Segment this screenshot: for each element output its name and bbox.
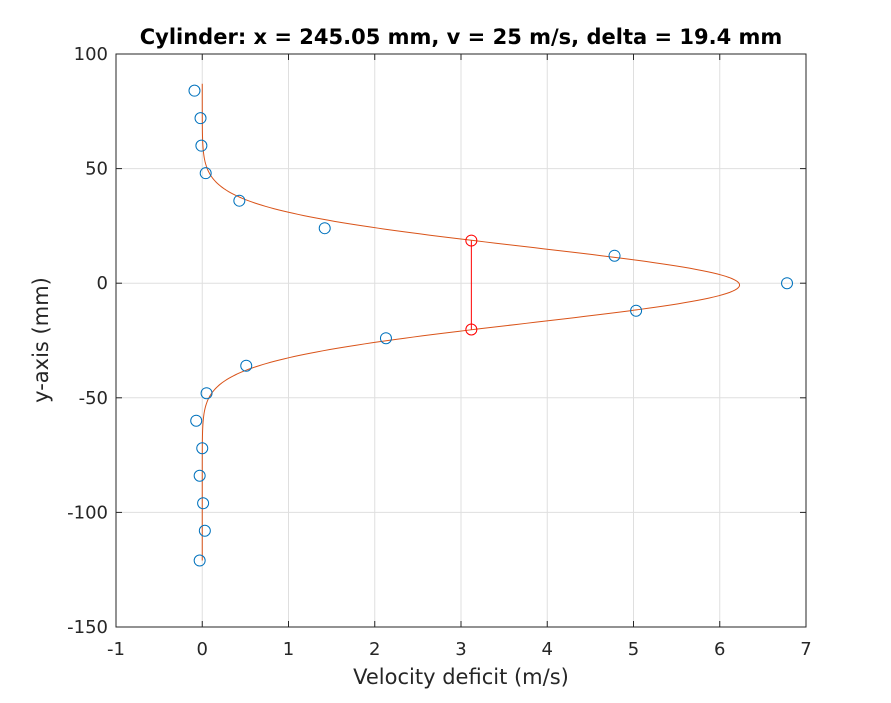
data-point xyxy=(193,469,206,482)
x-axis-label: Velocity deficit (m/s) xyxy=(353,665,569,689)
y-tick-label: -50 xyxy=(79,388,108,409)
tick-layer xyxy=(115,53,807,628)
width-layer xyxy=(465,234,478,336)
data-point xyxy=(240,359,253,372)
y-tick-label: 100 xyxy=(74,44,108,65)
data-point xyxy=(196,442,209,455)
data-point xyxy=(233,194,246,207)
x-tick-label: 5 xyxy=(628,639,639,660)
x-tick-label: 1 xyxy=(283,639,294,660)
y-tick-label: -100 xyxy=(67,502,108,523)
y-axis-label: y-axis (mm) xyxy=(29,277,53,403)
y-tick-label: 50 xyxy=(85,159,108,180)
data-point xyxy=(195,139,208,152)
y-tick-labels: -150 -100 -50 0 50 100 xyxy=(67,44,108,638)
x-tick-labels: -1 0 1 2 3 4 5 6 7 xyxy=(107,639,812,660)
grid xyxy=(116,54,806,627)
data-point xyxy=(190,414,203,427)
data-point xyxy=(188,84,201,97)
y-tick-label: 0 xyxy=(97,273,108,294)
data-point xyxy=(781,277,794,290)
x-tick-label: -1 xyxy=(107,639,125,660)
data-point xyxy=(200,387,213,400)
x-tick-label: 0 xyxy=(197,639,208,660)
x-tick-label: 3 xyxy=(455,639,466,660)
marker-layer xyxy=(188,84,794,567)
data-point xyxy=(630,304,643,317)
x-tick-label: 4 xyxy=(542,639,553,660)
width-marker-point xyxy=(465,234,478,247)
x-tick-label: 7 xyxy=(800,639,811,660)
data-point xyxy=(194,112,207,125)
y-tick-label: -150 xyxy=(67,617,108,638)
data-point xyxy=(379,332,392,345)
data-point xyxy=(197,497,210,510)
data-point xyxy=(199,167,212,180)
data-point xyxy=(193,554,206,567)
x-tick-label: 6 xyxy=(714,639,725,660)
x-tick-label: 2 xyxy=(369,639,380,660)
data-point xyxy=(608,249,621,262)
width-marker-point xyxy=(465,323,478,336)
chart-title: Cylinder: x = 245.05 mm, v = 25 m/s, del… xyxy=(140,25,783,49)
data-point xyxy=(198,524,211,537)
data-point xyxy=(318,222,331,235)
